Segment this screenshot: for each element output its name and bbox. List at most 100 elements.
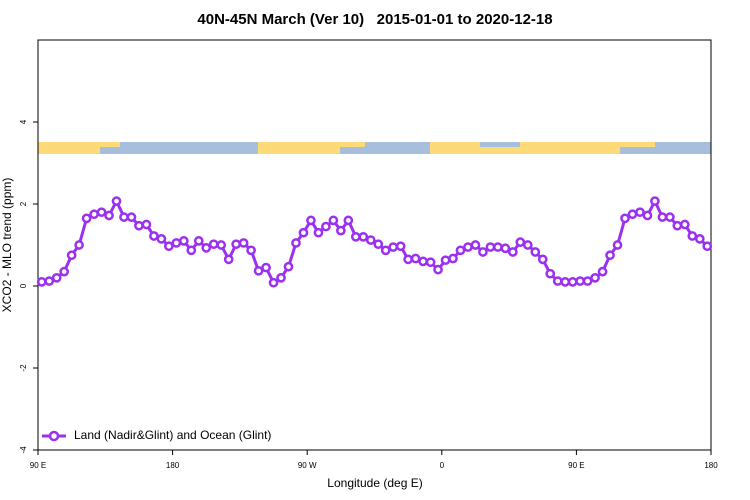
data-point — [81, 213, 92, 224]
data-point — [560, 277, 571, 287]
x-tick-label: 0 — [440, 461, 445, 470]
land-band — [100, 142, 120, 147]
data-point — [36, 277, 47, 287]
data-point — [440, 255, 451, 266]
data-point — [665, 212, 675, 222]
data-point — [582, 276, 593, 286]
data-point — [164, 241, 174, 252]
data-point — [51, 272, 62, 283]
y-tick-label: -4 — [19, 446, 28, 454]
data-point — [545, 268, 556, 279]
data-point — [268, 277, 279, 288]
y-tick-label: 2 — [19, 201, 28, 206]
data-point — [380, 245, 391, 256]
data-point — [111, 196, 122, 206]
data-point — [425, 257, 436, 268]
data-point — [44, 276, 55, 286]
data-point — [231, 239, 242, 250]
data-point — [515, 237, 526, 247]
data-point — [291, 238, 301, 248]
data-point — [395, 241, 406, 252]
data-point — [500, 243, 511, 254]
data-point — [388, 242, 399, 252]
data-point — [418, 256, 428, 267]
data-point — [156, 234, 167, 244]
data-point — [365, 235, 376, 245]
data-point — [597, 266, 608, 277]
data-point — [171, 238, 182, 248]
data-point — [328, 215, 339, 226]
x-tick-label: 90 E — [568, 461, 584, 470]
data-point — [552, 276, 563, 286]
data-point — [261, 262, 271, 273]
data-point — [298, 227, 309, 238]
data-point — [66, 250, 77, 261]
y-tick-label: 4 — [19, 119, 28, 124]
ocean-band — [480, 142, 520, 147]
data-point — [321, 221, 331, 232]
data-point — [650, 196, 660, 206]
land-band — [258, 142, 340, 154]
data-point — [537, 254, 548, 265]
data-point — [126, 212, 137, 222]
data-point — [433, 264, 443, 275]
data-point — [410, 253, 421, 264]
data-point — [149, 231, 159, 241]
data-point — [373, 239, 384, 250]
land-band — [38, 142, 100, 154]
land-band — [620, 142, 655, 147]
data-point — [96, 207, 107, 218]
data-point — [470, 240, 481, 250]
data-point — [336, 225, 346, 236]
data-point — [590, 272, 600, 283]
data-point — [448, 253, 458, 264]
x-axis-label: Longitude (deg E) — [327, 476, 422, 490]
data-point — [687, 231, 698, 241]
data-point — [223, 254, 234, 265]
data-point — [74, 240, 84, 250]
data-point — [485, 242, 496, 252]
x-tick-label: 90 E — [30, 461, 46, 470]
data-point — [672, 220, 683, 231]
legend-label: Land (Nadir&Glint) and Ocean (Glint) — [74, 428, 271, 442]
data-point — [694, 234, 705, 244]
land-band — [340, 142, 365, 147]
data-point — [246, 245, 256, 256]
data-point — [575, 276, 585, 286]
legend-marker — [48, 430, 60, 442]
data-point — [657, 212, 668, 222]
land-ocean-band — [38, 142, 711, 154]
data-point — [238, 238, 249, 248]
data-point — [702, 241, 713, 252]
data-point — [522, 240, 533, 250]
data-point — [358, 231, 369, 242]
x-tick-label: 90 W — [298, 461, 317, 470]
data-point — [478, 247, 488, 257]
data-point — [530, 247, 541, 257]
data-point — [276, 272, 286, 283]
data-point — [119, 212, 129, 222]
legend: Land (Nadir&Glint) and Ocean (Glint) — [42, 428, 271, 442]
data-point — [627, 209, 638, 220]
data-point — [134, 220, 144, 231]
data-point — [642, 210, 653, 221]
data-point — [455, 245, 466, 256]
data-point — [216, 240, 227, 250]
y-tick-label: -2 — [19, 364, 28, 372]
data-point — [507, 247, 518, 257]
data-point — [679, 219, 690, 230]
data-point — [463, 242, 473, 252]
data-point — [201, 243, 212, 253]
data-point — [208, 239, 219, 250]
data-point — [193, 236, 204, 246]
x-tick-label: 180 — [166, 461, 180, 470]
data-point — [104, 210, 114, 221]
data-point — [186, 245, 197, 256]
data-point — [178, 236, 189, 246]
y-tick-label: 0 — [19, 283, 28, 288]
data-point — [59, 266, 70, 277]
data-point — [253, 265, 264, 276]
data-point — [567, 277, 578, 287]
